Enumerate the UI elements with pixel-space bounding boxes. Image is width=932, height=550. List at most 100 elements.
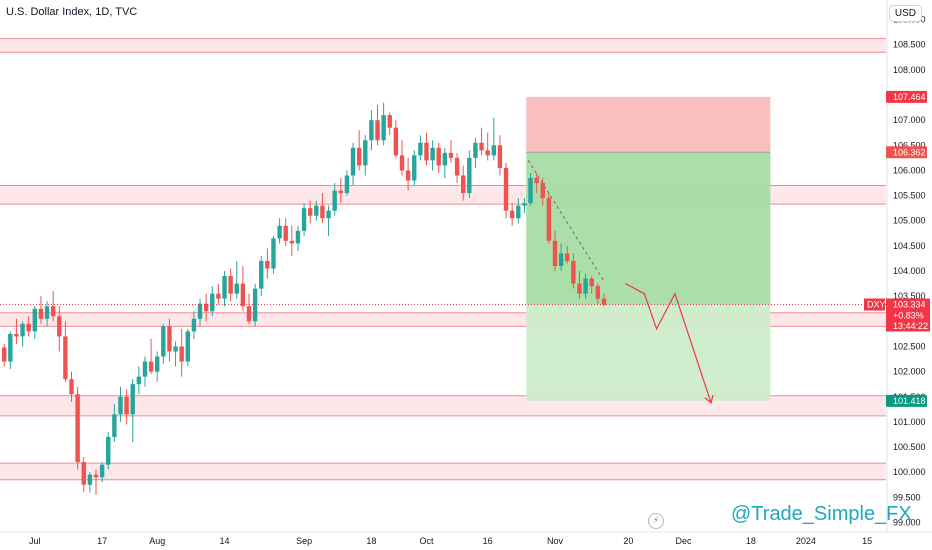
candle-body-79 bbox=[485, 150, 490, 156]
candle-body-24 bbox=[148, 361, 154, 372]
projection-path bbox=[625, 283, 712, 403]
candle-body-18 bbox=[112, 414, 117, 437]
candle-body-48 bbox=[295, 230, 301, 244]
candle-body-94 bbox=[577, 283, 582, 294]
x-tick-1: 17 bbox=[97, 536, 107, 546]
candle-body-74 bbox=[454, 157, 460, 176]
y-tick-18: 100.000 bbox=[893, 467, 926, 477]
candle-body-5 bbox=[32, 308, 37, 332]
stop-loss-zone bbox=[526, 96, 771, 153]
candle-body-23 bbox=[142, 361, 148, 377]
candle-body-59 bbox=[363, 140, 368, 166]
candle-body-51 bbox=[314, 205, 319, 216]
candle-body-35 bbox=[216, 293, 221, 299]
candle-body-73 bbox=[448, 152, 454, 158]
candle-body-1 bbox=[8, 333, 13, 362]
candle-body-78 bbox=[479, 142, 484, 151]
candle-body-64 bbox=[393, 127, 399, 156]
candle-body-4 bbox=[26, 323, 31, 332]
y-tick-2: 108.000 bbox=[893, 65, 926, 75]
candle-body-75 bbox=[461, 175, 466, 194]
candle-body-47 bbox=[289, 240, 295, 244]
y-tick-6: 106.000 bbox=[893, 165, 926, 175]
zone-0 bbox=[0, 38, 886, 53]
dxy-symbol-text: DXY bbox=[867, 300, 886, 310]
y-tick-13: 102.500 bbox=[893, 341, 926, 351]
candle-body-42 bbox=[259, 260, 264, 289]
candle-body-86 bbox=[528, 177, 533, 204]
candle-body-53 bbox=[326, 210, 331, 219]
projection-arrowhead bbox=[704, 394, 714, 404]
candle-body-3 bbox=[20, 323, 25, 337]
candle-body-84 bbox=[516, 205, 521, 219]
candle-body-38 bbox=[234, 283, 239, 294]
price-tag-text-0: 107.464 bbox=[893, 92, 926, 102]
lightning-icon[interactable]: ⚡ bbox=[648, 513, 664, 529]
candle-body-17 bbox=[106, 436, 111, 465]
candle-body-7 bbox=[44, 306, 50, 319]
candle-body-0 bbox=[2, 347, 7, 362]
candle-body-15 bbox=[93, 474, 99, 478]
candle-body-25 bbox=[155, 356, 160, 372]
x-tick-10: Dec bbox=[676, 536, 693, 546]
price-tag-2 bbox=[886, 394, 927, 407]
candle-body-26 bbox=[161, 326, 166, 357]
candle-body-72 bbox=[442, 152, 448, 166]
x-tick-8: Nov bbox=[547, 536, 564, 546]
y-tick-16: 101.000 bbox=[893, 417, 926, 427]
candle-body-28 bbox=[173, 346, 178, 352]
candle-body-82 bbox=[503, 167, 509, 211]
y-tick-10: 104.000 bbox=[893, 266, 926, 276]
candle-body-65 bbox=[399, 155, 405, 171]
watermark-text: @Trade_Simple_FX bbox=[731, 503, 912, 525]
candle-body-81 bbox=[497, 145, 503, 168]
candle-body-62 bbox=[381, 115, 386, 141]
x-tick-13: 15 bbox=[862, 536, 872, 546]
candle-body-8 bbox=[50, 306, 56, 317]
y-tick-5: 106.500 bbox=[893, 140, 926, 150]
candle-body-67 bbox=[412, 155, 417, 181]
candle-body-54 bbox=[332, 190, 337, 211]
dxy-price-tag bbox=[886, 298, 930, 332]
candle-body-71 bbox=[436, 147, 441, 166]
x-tick-6: Oct bbox=[419, 536, 434, 546]
candle-body-91 bbox=[558, 253, 564, 266]
candle-body-46 bbox=[283, 225, 288, 241]
candle-body-32 bbox=[197, 303, 203, 319]
y-tick-14: 102.000 bbox=[893, 367, 926, 377]
price-tag-1 bbox=[886, 146, 927, 159]
dxy-change-text: +0.83% bbox=[893, 311, 924, 321]
chart-title: U.S. Dollar Index, 1D, TVC bbox=[6, 6, 138, 18]
candle-body-77 bbox=[473, 142, 478, 158]
price-tag-0 bbox=[886, 90, 927, 103]
profit-zone-reached bbox=[526, 152, 771, 305]
candle-body-88 bbox=[540, 183, 545, 199]
candle-body-44 bbox=[271, 238, 276, 269]
candle-body-90 bbox=[552, 240, 558, 266]
y-tick-19: 99.500 bbox=[893, 492, 921, 502]
candle-body-89 bbox=[546, 198, 552, 241]
x-tick-11: 18 bbox=[746, 536, 756, 546]
y-tick-11: 103.500 bbox=[893, 291, 926, 301]
candle-body-43 bbox=[265, 260, 270, 269]
profit-zone-remaining bbox=[526, 304, 771, 401]
candle-body-93 bbox=[571, 260, 576, 284]
candle-body-50 bbox=[308, 208, 313, 216]
candle-body-9 bbox=[57, 316, 62, 337]
candle-body-11 bbox=[69, 379, 74, 395]
y-tick-17: 100.500 bbox=[893, 442, 926, 452]
candle-body-55 bbox=[338, 190, 343, 194]
currency-selector[interactable]: USD bbox=[888, 5, 922, 22]
x-tick-9: 20 bbox=[623, 536, 633, 546]
candle-body-80 bbox=[491, 145, 496, 156]
candle-body-68 bbox=[418, 142, 423, 156]
price-tag-text-1: 106.362 bbox=[893, 147, 926, 157]
candle-body-92 bbox=[565, 253, 570, 261]
y-tick-4: 107.000 bbox=[893, 115, 926, 125]
candle-body-21 bbox=[130, 384, 135, 415]
price-tag-text-2: 101.418 bbox=[893, 396, 926, 406]
x-tick-7: 16 bbox=[483, 536, 493, 546]
zone-4 bbox=[0, 463, 886, 480]
x-tick-0: Jul bbox=[29, 536, 41, 546]
